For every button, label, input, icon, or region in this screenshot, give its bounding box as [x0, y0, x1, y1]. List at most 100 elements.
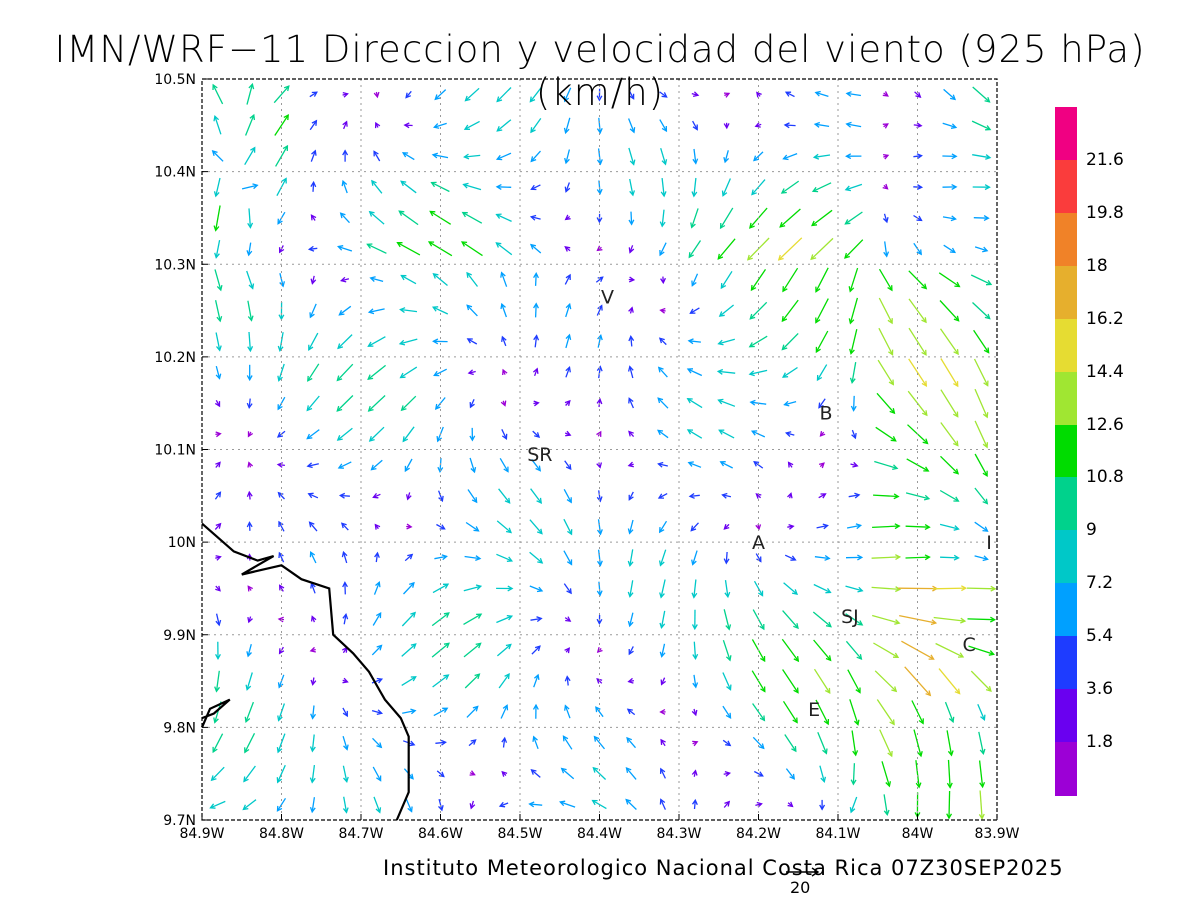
- wind-vector-head: [243, 776, 249, 783]
- wind-vector-head: [690, 525, 697, 532]
- wind-vector-shaft: [369, 308, 385, 313]
- wind-vector-head: [533, 334, 540, 341]
- wind-vector-shaft: [940, 358, 959, 387]
- wind-vector-head: [953, 525, 960, 531]
- wind-vector-head: [717, 339, 724, 346]
- wind-vector-shaft: [810, 237, 834, 260]
- wind-vector-head: [470, 739, 477, 745]
- wind-vector-head: [845, 121, 852, 128]
- wind-vector-shaft: [564, 460, 572, 470]
- wind-vector-head: [399, 372, 406, 379]
- wind-vector-shaft: [530, 488, 542, 504]
- wind-vector-head: [431, 306, 439, 312]
- wind-vector-head: [438, 805, 444, 812]
- wind-vector-head: [247, 616, 253, 624]
- wind-vector-head: [341, 550, 348, 558]
- wind-vector-head: [660, 738, 666, 745]
- wind-vector-shaft: [972, 154, 991, 159]
- colorbar-swatch: [1055, 107, 1077, 161]
- wind-vector-head: [950, 123, 958, 129]
- wind-vector-shaft: [849, 297, 859, 324]
- wind-vector-shaft: [718, 370, 736, 374]
- wind-vector-head: [310, 180, 317, 188]
- wind-vector-shaft: [872, 525, 900, 529]
- wind-vector-shaft: [659, 549, 667, 566]
- wind-vector-shaft: [753, 580, 764, 596]
- wind-vector-shaft: [693, 177, 697, 197]
- wind-vector-shaft: [846, 524, 861, 529]
- wind-vector-head: [812, 153, 820, 160]
- wind-vector-head: [777, 254, 784, 261]
- wind-vector-head: [659, 307, 666, 314]
- wind-vector-shaft: [215, 205, 221, 231]
- wind-vector-head: [793, 687, 799, 694]
- wind-vector-head: [882, 217, 889, 224]
- wind-vector-head: [215, 653, 221, 661]
- wind-vector-shaft: [530, 150, 541, 162]
- y-tick-label: 10N: [168, 535, 196, 551]
- wind-vector-shaft: [974, 246, 988, 252]
- wind-vector-shaft: [718, 399, 736, 407]
- wind-vector-head: [532, 735, 538, 742]
- wind-vector-head: [892, 464, 899, 471]
- wind-vector-head: [627, 528, 634, 535]
- wind-vector-head: [536, 497, 543, 504]
- wind-vector-shaft: [499, 802, 509, 807]
- wind-vector-head: [215, 431, 222, 438]
- wind-vector-head: [277, 404, 283, 411]
- wind-vector-head: [398, 210, 405, 216]
- wind-vector-shaft: [465, 521, 479, 532]
- x-tick-label: 84W: [902, 826, 934, 842]
- wind-vector-head: [661, 159, 668, 166]
- wind-vector-head: [894, 523, 901, 530]
- wind-vector-head: [307, 245, 315, 252]
- wind-vector-head: [989, 616, 997, 623]
- wind-vector-shaft: [845, 640, 862, 660]
- wind-vector-shaft: [782, 366, 798, 378]
- wind-vector-head: [536, 586, 544, 593]
- wind-vector-head: [629, 190, 636, 197]
- wind-vector-head: [247, 222, 254, 229]
- wind-vector-head: [528, 801, 535, 808]
- reference-vector-head: [811, 867, 820, 877]
- wind-vector-head: [657, 397, 664, 404]
- wind-vector-head: [472, 705, 479, 712]
- wind-vector-head: [374, 523, 381, 530]
- wind-vector-shaft: [368, 395, 386, 412]
- wind-vector-head: [376, 677, 384, 684]
- wind-vector-shaft: [977, 703, 985, 720]
- wind-vector-head: [475, 584, 483, 591]
- wind-vector-head: [566, 588, 572, 595]
- wind-vector-head: [502, 704, 509, 711]
- x-tick-label: 84.8W: [259, 826, 304, 842]
- wind-vector-shaft: [243, 765, 256, 782]
- wind-vector-head: [308, 344, 314, 351]
- wind-vector-head: [437, 466, 444, 474]
- wind-vector-shaft: [215, 613, 220, 626]
- wind-vector-shaft: [369, 426, 385, 442]
- wind-vector-shaft: [630, 211, 633, 225]
- wind-vector-head: [375, 807, 382, 814]
- x-tick-label: 84.7W: [338, 826, 383, 842]
- wind-vector-head: [342, 807, 349, 814]
- wind-vector-head: [916, 249, 922, 256]
- wind-vector-shaft: [436, 770, 445, 777]
- wind-vector-head: [853, 719, 860, 726]
- wind-vector-head: [953, 315, 960, 322]
- wind-vector-shaft: [972, 86, 990, 103]
- wind-vector-shaft: [908, 270, 927, 289]
- wind-vector-head: [368, 210, 375, 217]
- wind-vector-head: [757, 771, 764, 777]
- wind-vector-shaft: [749, 369, 768, 375]
- wind-vector-shaft: [215, 239, 221, 258]
- wind-vector-head: [474, 673, 481, 680]
- wind-vector-shaft: [434, 89, 447, 100]
- wind-vector-head: [505, 527, 513, 534]
- wind-vector-shaft: [874, 670, 897, 692]
- wind-vector-head: [692, 158, 699, 165]
- wind-vector-shaft: [626, 737, 636, 749]
- wind-vector-shaft: [467, 489, 478, 503]
- wind-vector-shaft: [530, 244, 542, 254]
- wind-vector-head: [887, 285, 893, 292]
- wind-vector-head: [891, 686, 898, 693]
